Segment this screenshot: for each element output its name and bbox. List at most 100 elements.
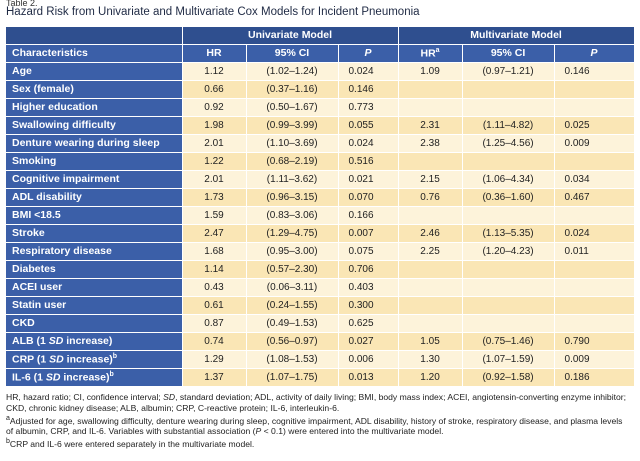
cell-hr: 0.92 bbox=[182, 98, 247, 117]
row-characteristic: ACEI user bbox=[6, 278, 183, 297]
cell-ci-multivariate: (1.07–1.59) bbox=[462, 350, 555, 369]
cell-p: 0.070 bbox=[338, 188, 399, 207]
cell-hr: 0.66 bbox=[182, 80, 247, 99]
cell-p: 0.007 bbox=[338, 224, 399, 243]
cell-hr-multivariate bbox=[398, 206, 463, 225]
cell-p-multivariate bbox=[554, 278, 635, 297]
cell-ci-multivariate: (0.97–1.21) bbox=[462, 62, 555, 81]
cell-p-multivariate: 0.790 bbox=[554, 332, 635, 351]
cell-hr-multivariate: 1.05 bbox=[398, 332, 463, 351]
row-characteristic: ADL disability bbox=[6, 188, 183, 207]
cell-ci-multivariate bbox=[462, 80, 555, 99]
cell-p: 0.075 bbox=[338, 242, 399, 261]
table-row: CKD 0.87 (0.49–1.53) 0.625 bbox=[6, 314, 635, 333]
cell-p: 0.706 bbox=[338, 260, 399, 279]
cell-hr-multivariate: 1.09 bbox=[398, 62, 463, 81]
cell-ci-multivariate: (1.20–4.23) bbox=[462, 242, 555, 261]
table-row: BMI <18.5 1.59 (0.83–3.06) 0.166 bbox=[6, 206, 635, 225]
cell-ci: (1.07–1.75) bbox=[246, 368, 339, 387]
cell-hr: 1.68 bbox=[182, 242, 247, 261]
cell-ci-multivariate bbox=[462, 260, 555, 279]
cell-hr: 0.74 bbox=[182, 332, 247, 351]
cell-p-multivariate: 0.011 bbox=[554, 242, 635, 261]
cell-hr-multivariate: 2.46 bbox=[398, 224, 463, 243]
table-row: Swallowing difficulty 1.98 (0.99–3.99) 0.05… bbox=[6, 116, 635, 135]
cell-hr: 1.59 bbox=[182, 206, 247, 225]
cell-hr-multivariate: 2.15 bbox=[398, 170, 463, 189]
table-row: Cognitive impairment 2.01 (1.11–3.62) 0.021… bbox=[6, 170, 635, 189]
cell-p: 0.516 bbox=[338, 152, 399, 171]
table-row: ACEI user 0.43 (0.06–3.11) 0.403 bbox=[6, 278, 635, 297]
cell-hr-multivariate: 0.76 bbox=[398, 188, 463, 207]
cell-ci-multivariate: (1.06–4.34) bbox=[462, 170, 555, 189]
cell-ci: (0.96–3.15) bbox=[246, 188, 339, 207]
table-title: Hazard Risk from Univariate and Multivar… bbox=[6, 6, 420, 18]
cell-hr: 1.12 bbox=[182, 62, 247, 81]
footnote-abbreviations-cont: CKD, chronic kidney disease; ALB, albumi… bbox=[6, 402, 340, 413]
row-characteristic: Age bbox=[6, 62, 183, 81]
p-label: P bbox=[590, 47, 598, 59]
row-characteristic: BMI <18.5 bbox=[6, 206, 183, 225]
cell-hr: 1.73 bbox=[182, 188, 247, 207]
cell-hr-multivariate bbox=[398, 296, 463, 315]
cell-p-multivariate bbox=[554, 260, 635, 279]
footnote-a: aAdjusted for age, swallowing difficulty… bbox=[6, 414, 623, 426]
cell-ci: (0.83–3.06) bbox=[246, 206, 339, 225]
cell-ci-multivariate bbox=[462, 98, 555, 117]
cell-hr-multivariate: 2.38 bbox=[398, 134, 463, 153]
cell-ci: (1.10–3.69) bbox=[246, 134, 339, 153]
cell-p-multivariate bbox=[554, 296, 635, 315]
cell-ci: (1.11–3.62) bbox=[246, 170, 339, 189]
cell-ci-multivariate bbox=[462, 296, 555, 315]
cell-ci-multivariate bbox=[462, 278, 555, 297]
row-characteristic: Diabetes bbox=[6, 260, 183, 279]
cell-ci: (0.95–3.00) bbox=[246, 242, 339, 261]
cell-ci: (1.08–1.53) bbox=[246, 350, 339, 369]
cell-hr-multivariate bbox=[398, 152, 463, 171]
cell-ci-multivariate bbox=[462, 152, 555, 171]
row-characteristic: Statin user bbox=[6, 296, 183, 315]
cell-hr: 0.43 bbox=[182, 278, 247, 297]
column-header-p: P bbox=[338, 44, 399, 63]
row-characteristic: Smoking bbox=[6, 152, 183, 171]
p-label: P bbox=[364, 47, 372, 59]
table-row: ALB (1 SD increase) 0.74 (0.56–0.97) 0.027 1… bbox=[6, 332, 635, 351]
cell-hr: 1.29 bbox=[182, 350, 247, 369]
table-row: Higher education 0.92 (0.50–1.67) 0.773 bbox=[6, 98, 635, 117]
cell-p: 0.166 bbox=[338, 206, 399, 225]
table-row: Smoking 1.22 (0.68–2.19) 0.516 bbox=[6, 152, 635, 171]
table-footnotes: HR, hazard ratio; CI, confidence interva… bbox=[6, 392, 634, 450]
footnote-b: bCRP and IL-6 were entered separately in… bbox=[6, 438, 255, 449]
cell-ci-multivariate: (0.36–1.60) bbox=[462, 188, 555, 207]
cell-hr: 0.87 bbox=[182, 314, 247, 333]
column-header-hr-multivariate: HRa bbox=[398, 44, 463, 63]
cell-ci-multivariate: (1.25–4.56) bbox=[462, 134, 555, 153]
cell-p: 0.300 bbox=[338, 296, 399, 315]
cell-p: 0.013 bbox=[338, 368, 399, 387]
cell-ci: (0.68–2.19) bbox=[246, 152, 339, 171]
cell-ci-multivariate: (0.75–1.46) bbox=[462, 332, 555, 351]
cell-hr-multivariate bbox=[398, 278, 463, 297]
cell-p-multivariate bbox=[554, 314, 635, 333]
cell-hr-multivariate bbox=[398, 80, 463, 99]
cell-p-multivariate bbox=[554, 152, 635, 171]
cell-hr-multivariate bbox=[398, 260, 463, 279]
group-header-multivariate: Multivariate Model bbox=[398, 27, 635, 45]
footnote-a-marker: a bbox=[435, 46, 440, 54]
cell-ci: (0.99–3.99) bbox=[246, 116, 339, 135]
cell-p-multivariate: 0.025 bbox=[554, 116, 635, 135]
column-header-characteristics: Characteristics bbox=[6, 44, 183, 63]
cell-hr: 0.61 bbox=[182, 296, 247, 315]
cell-hr: 2.01 bbox=[182, 134, 247, 153]
table-row: Diabetes 1.14 (0.57–2.30) 0.706 bbox=[6, 260, 635, 279]
cell-p-multivariate: 0.467 bbox=[554, 188, 635, 207]
table-row: Age 1.12 (1.02–1.24) 0.024 1.09 (0.97–1.21) 0.… bbox=[6, 62, 635, 81]
cell-p-multivariate: 0.009 bbox=[554, 134, 635, 153]
cell-ci-multivariate: (1.13–5.35) bbox=[462, 224, 555, 243]
cell-ci: (1.29–4.75) bbox=[246, 224, 339, 243]
cell-hr-multivariate: 2.25 bbox=[398, 242, 463, 261]
group-header-blank bbox=[6, 27, 183, 45]
cell-ci: (0.49–1.53) bbox=[246, 314, 339, 333]
row-characteristic: IL-6 (1 SD increase)b bbox=[6, 368, 183, 387]
column-header-ci: 95% CI bbox=[246, 44, 339, 63]
